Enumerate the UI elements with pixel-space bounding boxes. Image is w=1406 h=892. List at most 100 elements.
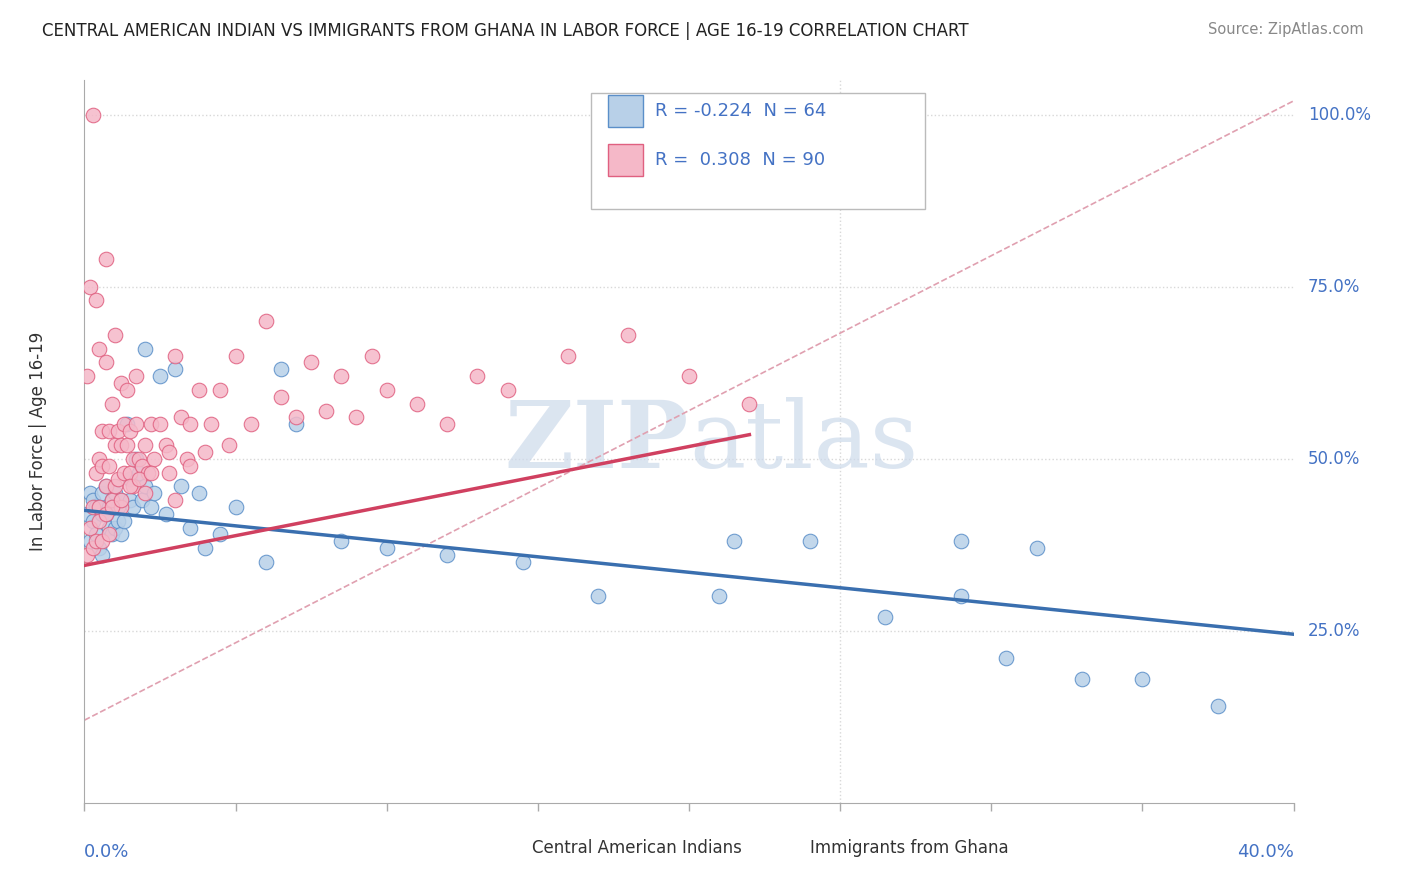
Point: [110, 500, 132, 514]
Point: [678, 369, 700, 384]
Point: [112, 514, 135, 528]
Point: [79, 520, 101, 534]
Point: [100, 397, 122, 411]
Point: [436, 548, 458, 562]
FancyBboxPatch shape: [780, 838, 807, 858]
Point: [170, 479, 193, 493]
Text: CENTRAL AMERICAN INDIAN VS IMMIGRANTS FROM GHANA IN LABOR FORCE | AGE 16-19 CORR: CENTRAL AMERICAN INDIAN VS IMMIGRANTS FR…: [42, 22, 969, 40]
Point: [121, 500, 143, 514]
Point: [94, 355, 117, 369]
Point: [157, 466, 180, 480]
Point: [97, 424, 120, 438]
Point: [112, 466, 135, 480]
Text: 25.0%: 25.0%: [1308, 622, 1361, 640]
Point: [1130, 672, 1153, 686]
Point: [512, 555, 534, 569]
Point: [188, 486, 211, 500]
Point: [170, 410, 193, 425]
Text: Immigrants from Ghana: Immigrants from Ghana: [810, 839, 1008, 857]
Point: [139, 466, 162, 480]
Point: [94, 507, 117, 521]
Point: [165, 362, 187, 376]
Point: [91, 458, 114, 473]
Point: [89, 451, 111, 466]
Point: [107, 472, 129, 486]
Point: [91, 534, 114, 549]
Point: [86, 466, 108, 480]
Point: [86, 500, 108, 514]
Point: [110, 493, 132, 508]
Point: [79, 486, 101, 500]
Point: [110, 527, 132, 541]
Point: [100, 493, 122, 508]
Point: [165, 349, 187, 363]
Point: [188, 383, 211, 397]
Point: [118, 479, 141, 493]
Point: [194, 541, 217, 556]
Point: [617, 327, 640, 342]
Point: [76, 507, 98, 521]
Point: [115, 383, 138, 397]
Point: [1071, 672, 1094, 686]
Point: [218, 438, 240, 452]
Text: atlas: atlas: [689, 397, 918, 486]
Point: [97, 458, 120, 473]
Point: [86, 527, 108, 541]
Point: [139, 417, 162, 432]
Point: [107, 500, 129, 514]
Point: [115, 417, 138, 432]
Point: [200, 417, 222, 432]
FancyBboxPatch shape: [503, 838, 529, 858]
Text: 75.0%: 75.0%: [1308, 277, 1361, 296]
Point: [128, 472, 150, 486]
Point: [94, 479, 117, 493]
Point: [875, 610, 897, 624]
Point: [94, 479, 117, 493]
Point: [91, 424, 114, 438]
Point: [97, 520, 120, 534]
Text: 50.0%: 50.0%: [1308, 450, 1361, 467]
Point: [225, 500, 247, 514]
Point: [588, 590, 610, 604]
Point: [315, 403, 337, 417]
Point: [179, 417, 201, 432]
Point: [110, 493, 132, 508]
Point: [125, 369, 148, 384]
Point: [1025, 541, 1047, 556]
Point: [406, 397, 429, 411]
Point: [155, 438, 177, 452]
Point: [82, 493, 104, 508]
Point: [97, 500, 120, 514]
Point: [995, 651, 1018, 665]
Point: [118, 472, 141, 486]
FancyBboxPatch shape: [607, 144, 643, 176]
Point: [89, 342, 111, 356]
Text: In Labor Force | Age 16-19: In Labor Force | Age 16-19: [30, 332, 48, 551]
Text: R =  0.308  N = 90: R = 0.308 N = 90: [655, 151, 825, 169]
Point: [128, 466, 150, 480]
Point: [194, 445, 217, 459]
Point: [134, 438, 156, 452]
Point: [94, 252, 117, 267]
Point: [496, 383, 519, 397]
Point: [100, 527, 122, 541]
Point: [110, 376, 132, 390]
Point: [118, 466, 141, 480]
Point: [82, 500, 104, 514]
Text: Central American Indians: Central American Indians: [531, 839, 741, 857]
Point: [134, 479, 156, 493]
Point: [121, 479, 143, 493]
Point: [79, 534, 101, 549]
Point: [346, 410, 368, 425]
Point: [270, 362, 292, 376]
Point: [121, 451, 143, 466]
Point: [104, 438, 127, 452]
Point: [285, 410, 308, 425]
Point: [139, 500, 162, 514]
Point: [254, 555, 277, 569]
FancyBboxPatch shape: [607, 95, 643, 128]
Point: [360, 349, 382, 363]
Point: [89, 514, 111, 528]
Point: [104, 327, 127, 342]
Point: [104, 520, 127, 534]
